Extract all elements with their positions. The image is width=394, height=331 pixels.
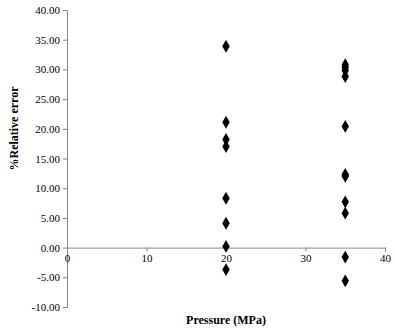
y-tick-label: 15.00 [35,153,60,165]
point [342,70,349,83]
y-tick: 5.00 [41,212,67,224]
y-tick: 15.00 [35,153,67,165]
y-tick-mark [63,69,67,70]
y-tick-mark [63,248,67,249]
x-tick-label: 10 [142,252,154,264]
point [222,217,229,230]
y-axis: -10.00 -5.00 0.00 5.00 10.00 15.00 20.00 25.00 3… [32,4,68,313]
y-tick-mark [63,218,67,219]
y-tick-mark [63,159,67,160]
point [342,274,349,287]
y-tick-label: 40.00 [35,4,60,16]
y-tick-label: 30.00 [35,63,60,75]
point [342,195,349,208]
point [222,140,229,153]
x-tick-mark [306,248,307,252]
points [222,40,349,288]
x-tick-label: 20 [221,252,233,264]
x-axis: 0 10 20 30 40 [65,248,392,265]
y-tick-mark [63,40,67,41]
point [222,192,229,205]
y-tick-label: 5.00 [41,212,61,224]
point [222,240,229,253]
chart: -10.00 -5.00 0.00 5.00 10.00 15.00 20.00 25.00 3… [0,0,394,331]
y-tick: 35.00 [35,34,67,46]
x-tick-mark [67,248,68,252]
x-tick: 10 [142,248,154,265]
y-tick: 10.00 [35,182,67,194]
y-tick: -5.00 [37,271,67,283]
y-tick-label: 20.00 [35,123,60,135]
y-tick-label: 25.00 [35,93,60,105]
x-axis-title: Pressure (MPa) [186,313,266,327]
y-tick-mark [63,307,67,308]
y-tick: 0.00 [41,242,67,254]
point [342,207,349,220]
y-axis-title: %Relative error [7,86,21,171]
y-tick: 30.00 [35,63,67,75]
point [342,170,349,183]
x-tick-label: 40 [380,252,392,264]
point [222,116,229,129]
y-tick-label: 35.00 [35,34,60,46]
y-tick-label: -5.00 [37,271,60,283]
y-tick: 20.00 [35,123,67,135]
point [342,251,349,264]
y-tick: 25.00 [35,93,67,105]
y-tick: -10.00 [32,301,67,313]
point [222,40,229,53]
y-tick-label: 0.00 [41,242,61,254]
x-tick-label: 30 [301,252,313,264]
x-tick-mark [385,248,386,252]
x-tick: 0 [65,248,71,265]
y-tick-mark [63,99,67,100]
x-tick: 30 [301,248,313,265]
x-tick-label: 0 [65,252,71,264]
y-tick-mark [63,129,67,130]
x-tick-mark [147,248,148,252]
y-tick-mark [63,188,67,189]
x-tick: 40 [380,248,392,265]
y-tick: 40.00 [35,4,67,16]
point [222,263,229,276]
y-tick-mark [63,10,67,11]
y-tick-mark [63,277,67,278]
y-tick-label: 10.00 [35,182,60,194]
y-tick-label: -10.00 [32,301,61,313]
point [342,120,349,133]
